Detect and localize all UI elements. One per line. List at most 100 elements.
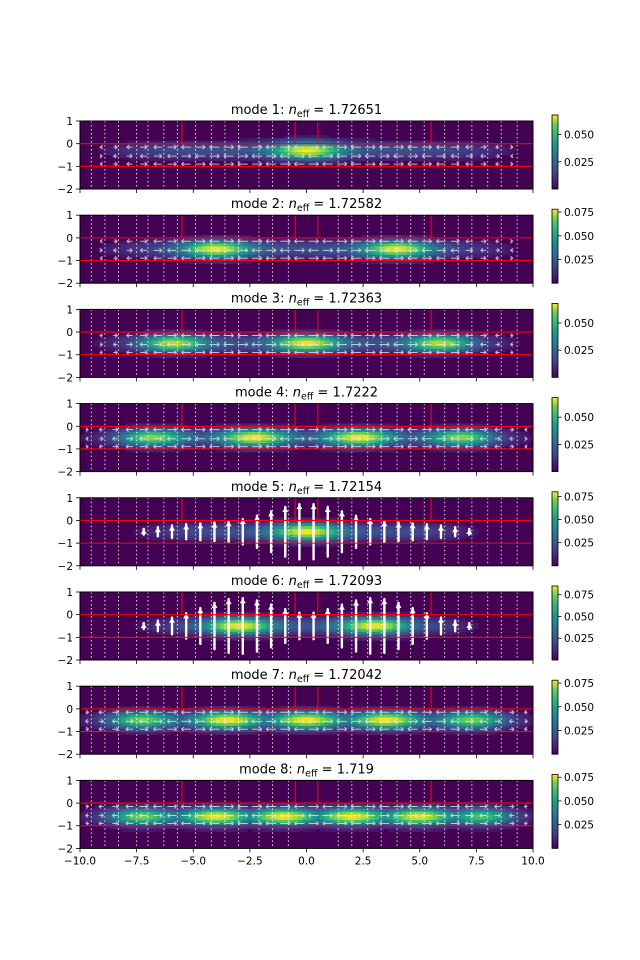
heatmap-cell xyxy=(143,140,149,145)
heatmap-cell xyxy=(224,140,230,145)
heatmap-cell xyxy=(224,155,230,159)
heatmap-cell xyxy=(157,423,163,427)
heatmap-cell xyxy=(166,526,172,530)
heatmap-cell xyxy=(229,423,235,427)
heatmap-cell xyxy=(138,332,144,336)
heatmap-cell xyxy=(215,246,221,250)
heatmap-cell xyxy=(315,540,321,544)
heatmap-cell xyxy=(292,340,298,344)
heatmap-cell xyxy=(215,149,221,153)
heatmap-cell xyxy=(252,446,258,450)
heatmap-cell xyxy=(224,437,230,441)
heatmap-cell xyxy=(392,528,398,533)
heatmap-cell xyxy=(428,526,434,530)
heatmap-cell xyxy=(519,437,525,441)
heatmap-cell xyxy=(401,540,407,544)
field-vector xyxy=(223,247,234,253)
heatmap-cell xyxy=(360,349,366,353)
heatmap-cell xyxy=(383,332,389,336)
heatmap-cell xyxy=(383,152,389,156)
heatmap-cell xyxy=(487,334,493,339)
heatmap-cell xyxy=(279,526,285,530)
heatmap-cell xyxy=(360,155,366,159)
heatmap-cell xyxy=(179,617,185,621)
field-vector xyxy=(436,342,446,347)
heatmap-cell xyxy=(166,329,172,333)
heatmap-cell xyxy=(170,440,176,444)
heatmap-cell xyxy=(184,443,190,447)
field-vector xyxy=(99,238,103,244)
field-vector xyxy=(99,350,103,355)
heatmap-cell xyxy=(107,146,113,150)
heatmap-cell xyxy=(166,534,172,538)
heatmap-cell xyxy=(338,340,344,344)
heatmap-cell xyxy=(224,235,230,239)
heatmap-cell xyxy=(125,143,131,147)
heatmap-cell xyxy=(261,448,267,453)
heatmap-cell xyxy=(283,349,289,353)
heatmap-cell xyxy=(179,149,185,153)
field-vector xyxy=(308,255,319,261)
heatmap-cell xyxy=(179,243,185,247)
heatmap-cell xyxy=(256,249,262,253)
y-tick-label: 0 xyxy=(66,421,73,433)
heatmap-cell xyxy=(406,340,412,344)
heatmap-cell xyxy=(347,623,353,627)
heatmap-cell xyxy=(301,157,307,162)
heatmap-cell xyxy=(120,337,126,342)
heatmap-cell xyxy=(220,252,226,256)
heatmap-cell xyxy=(247,523,253,527)
heatmap-cell xyxy=(206,617,212,621)
heatmap-cell xyxy=(455,243,462,247)
heatmap-cell xyxy=(333,423,339,427)
heatmap-cell xyxy=(419,528,425,533)
heatmap-cell xyxy=(283,157,289,162)
field-vector xyxy=(322,444,333,450)
field-vectors xyxy=(99,333,514,355)
heatmap-cell xyxy=(292,526,298,530)
heatmap-cell xyxy=(455,354,462,359)
heatmap-cell xyxy=(193,431,199,436)
field-vector xyxy=(153,238,162,244)
heatmap-cell xyxy=(315,155,321,159)
heatmap-cell xyxy=(234,537,240,541)
heatmap-cell xyxy=(311,257,317,262)
heatmap-cell xyxy=(496,143,502,147)
field-vector xyxy=(265,255,277,261)
heatmap-cell xyxy=(215,526,221,530)
heatmap-cell xyxy=(188,440,194,444)
heatmap-cell xyxy=(460,257,466,262)
heatmap-cell xyxy=(311,143,317,147)
heatmap-cell xyxy=(342,623,348,627)
heatmap-cell xyxy=(252,448,258,453)
heatmap-cell xyxy=(410,434,416,439)
heatmap-cell xyxy=(383,631,389,635)
heatmap-cell xyxy=(338,354,344,359)
field-vector xyxy=(167,444,177,450)
field-vector xyxy=(126,436,134,442)
heatmap-cell xyxy=(501,443,507,447)
heatmap-cell xyxy=(347,146,353,150)
heatmap-cell xyxy=(369,249,375,253)
heatmap-cell xyxy=(215,623,221,627)
heatmap-cell xyxy=(311,351,317,356)
heatmap-cell xyxy=(111,434,117,439)
heatmap-cell xyxy=(388,157,394,162)
field-vector xyxy=(294,153,305,159)
heatmap-cell xyxy=(347,446,353,450)
field-vectors xyxy=(85,427,528,450)
heatmap-cell xyxy=(292,149,298,153)
heatmap-cell xyxy=(116,149,122,153)
heatmap-cell xyxy=(374,526,380,530)
heatmap-cell xyxy=(301,354,307,359)
heatmap-cell xyxy=(406,537,412,541)
heatmap-cell xyxy=(433,349,439,353)
heatmap-cell xyxy=(224,446,230,450)
heatmap-cell xyxy=(428,617,434,621)
heatmap-cell xyxy=(483,249,489,253)
heatmap-cell xyxy=(478,443,484,447)
heatmap-cell xyxy=(202,343,208,347)
heatmap-cell xyxy=(428,614,434,618)
heatmap-cell xyxy=(247,346,253,350)
heatmap-cell xyxy=(351,628,357,633)
